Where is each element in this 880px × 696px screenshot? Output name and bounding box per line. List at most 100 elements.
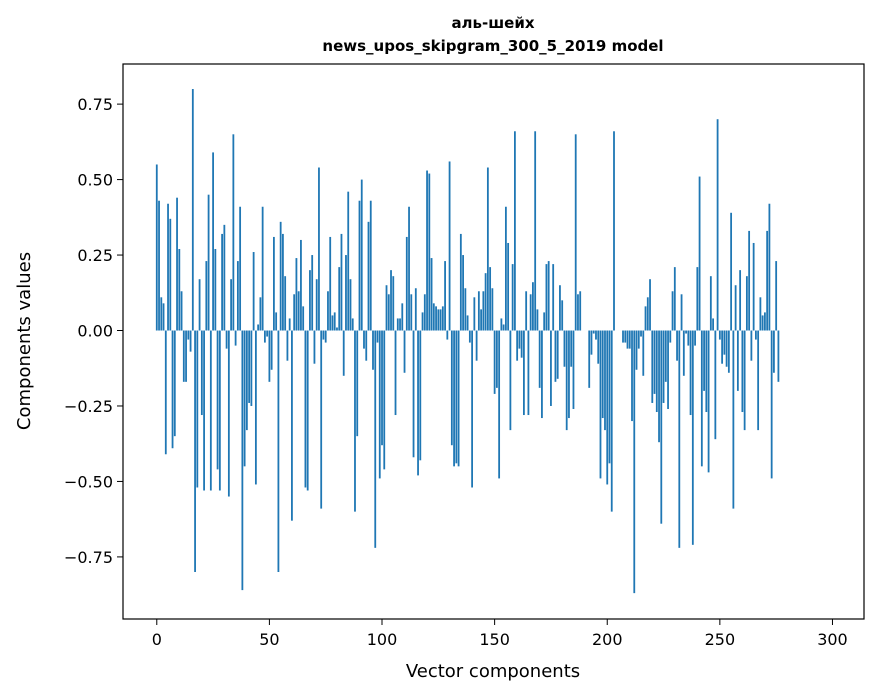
bar-248 (714, 330, 717, 440)
bar-17 (194, 330, 196, 572)
bar-117 (419, 330, 422, 461)
bar-274 (773, 330, 775, 373)
bar-153 (500, 318, 503, 331)
bar-182 (565, 330, 568, 431)
bar-197 (599, 330, 602, 479)
bar-40 (245, 330, 248, 431)
bar-140 (471, 330, 473, 488)
bar-46 (259, 297, 262, 331)
bar-184 (570, 330, 573, 367)
bar-250 (718, 330, 721, 340)
bar-93 (365, 330, 368, 361)
bar-224 (660, 330, 663, 524)
bar-208 (624, 330, 627, 343)
x-tick-label: 0 (152, 630, 162, 649)
bar-169 (536, 309, 539, 331)
bar-45 (257, 324, 260, 331)
bar-116 (417, 330, 419, 476)
x-tick-label: 150 (479, 630, 510, 649)
bar-217 (644, 306, 647, 331)
bar-29 (221, 233, 223, 331)
bar-57 (284, 276, 287, 331)
bar-67 (306, 330, 309, 491)
bar-81 (338, 267, 341, 331)
bar-151 (495, 330, 498, 388)
bar-264 (750, 330, 753, 361)
bar-148 (489, 267, 492, 331)
bar-88 (354, 330, 356, 512)
bar-273 (770, 330, 773, 479)
bar-245 (707, 330, 710, 473)
bar-171 (541, 330, 543, 419)
bar-4 (164, 330, 167, 455)
bar-69 (311, 255, 314, 331)
bar-134 (457, 330, 460, 467)
bar-8 (173, 330, 176, 437)
bar-226 (664, 330, 667, 382)
bar-112 (408, 206, 410, 331)
bar-47 (261, 206, 264, 331)
bar-203 (613, 131, 615, 331)
bar-209 (626, 330, 629, 349)
bar-201 (608, 330, 611, 464)
bar-244 (705, 330, 708, 413)
bar-95 (369, 200, 372, 331)
bar-269 (761, 315, 764, 331)
bar-108 (399, 318, 401, 331)
bar-237 (689, 330, 692, 416)
bar-28 (218, 330, 221, 491)
bar-233 (680, 294, 683, 331)
x-tick-label: 50 (259, 630, 279, 649)
bar-33 (230, 279, 233, 331)
bar-79 (333, 312, 336, 331)
bar-240 (696, 267, 699, 331)
bar-75 (324, 330, 327, 343)
bar-113 (410, 294, 413, 331)
bar-12 (182, 330, 185, 382)
bar-73 (320, 330, 323, 509)
chart-title: аль-шейх (451, 14, 534, 32)
bar-188 (579, 291, 582, 331)
bar-133 (455, 330, 458, 464)
bar-192 (588, 330, 591, 388)
bar-144 (480, 309, 483, 331)
bar-270 (764, 312, 766, 331)
bar-62 (295, 258, 298, 331)
bar-215 (640, 330, 642, 337)
bar-74 (322, 330, 325, 340)
bar-177 (554, 330, 557, 382)
plot-frame (122, 63, 865, 620)
bar-141 (473, 297, 476, 331)
bar-105 (392, 276, 395, 331)
bar-124 (435, 306, 437, 331)
bar-27 (216, 330, 219, 470)
bar-255 (730, 212, 733, 331)
x-tick-label: 200 (592, 630, 623, 649)
bar-173 (545, 264, 548, 331)
bar-166 (529, 294, 532, 331)
bar-84 (345, 255, 347, 331)
bar-137 (464, 288, 467, 331)
bar-52 (273, 236, 275, 331)
bar-119 (423, 294, 426, 331)
bar-104 (390, 270, 392, 331)
y-tick-label: 0.50 (77, 171, 113, 190)
bar-160 (516, 330, 519, 361)
bar-70 (313, 330, 316, 364)
bar-63 (297, 291, 300, 331)
bar-200 (606, 330, 609, 485)
bar-276 (777, 330, 780, 382)
bar-145 (482, 291, 485, 331)
bar-10 (178, 249, 181, 331)
bar-85 (347, 191, 350, 331)
bar-219 (649, 279, 651, 331)
bar-87 (351, 318, 354, 331)
bar-121 (428, 173, 431, 331)
bar-34 (232, 134, 235, 331)
bar-162 (520, 330, 523, 358)
bar-118 (421, 312, 424, 331)
bar-228 (669, 330, 672, 343)
bar-262 (745, 276, 748, 331)
bar-31 (225, 330, 228, 349)
